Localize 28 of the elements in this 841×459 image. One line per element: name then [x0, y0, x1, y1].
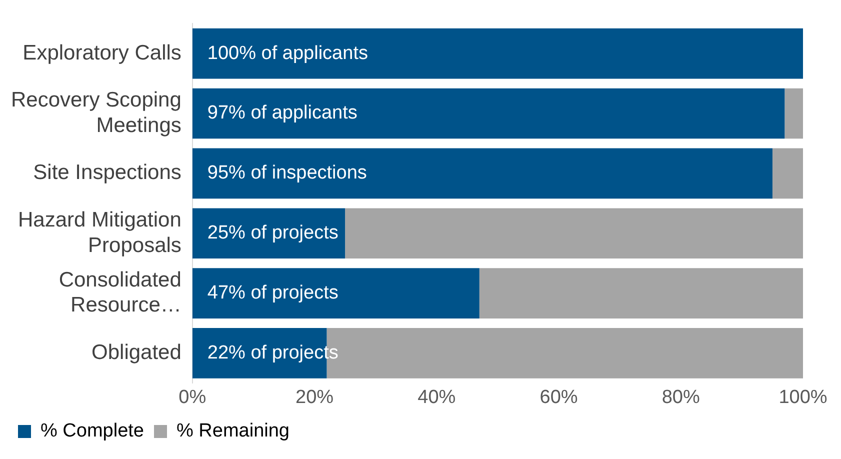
bar: [192, 268, 480, 318]
x-tick-label: 0%: [178, 386, 206, 408]
bar: [345, 208, 803, 259]
data-label: 95% of inspections: [207, 162, 367, 184]
bar: [192, 208, 346, 259]
y-tick-label: Hazard Mitigation Proposals: [18, 208, 182, 257]
bar: [192, 88, 785, 139]
x-tick-label: 20%: [296, 386, 334, 408]
y-tick-label: Exploratory Calls: [22, 41, 182, 64]
bar: [192, 148, 772, 199]
data-label: 97% of applicants: [207, 102, 358, 124]
data-label: 47% of projects: [207, 282, 338, 304]
legend-label: % Complete: [40, 420, 144, 442]
y-tick-label: Site Inspections: [33, 161, 182, 184]
x-tick-label: 80%: [662, 386, 700, 408]
x-tick-label: 40%: [418, 386, 456, 408]
bar: [772, 148, 803, 199]
bar: [192, 28, 803, 79]
bar: [784, 88, 803, 139]
x-tick-label: 100%: [778, 386, 828, 408]
data-label: 100% of applicants: [207, 42, 368, 64]
y-tick-label: Consolidated Resource…: [58, 268, 182, 317]
x-tick-label: 60%: [540, 386, 578, 408]
data-label: 25% of projects: [207, 222, 338, 244]
legend-label: % Remaining: [176, 420, 290, 442]
bar: [479, 268, 803, 318]
y-tick-label: Obligated: [92, 341, 182, 364]
y-tick-label: Recovery Scoping Meetings: [11, 88, 182, 137]
